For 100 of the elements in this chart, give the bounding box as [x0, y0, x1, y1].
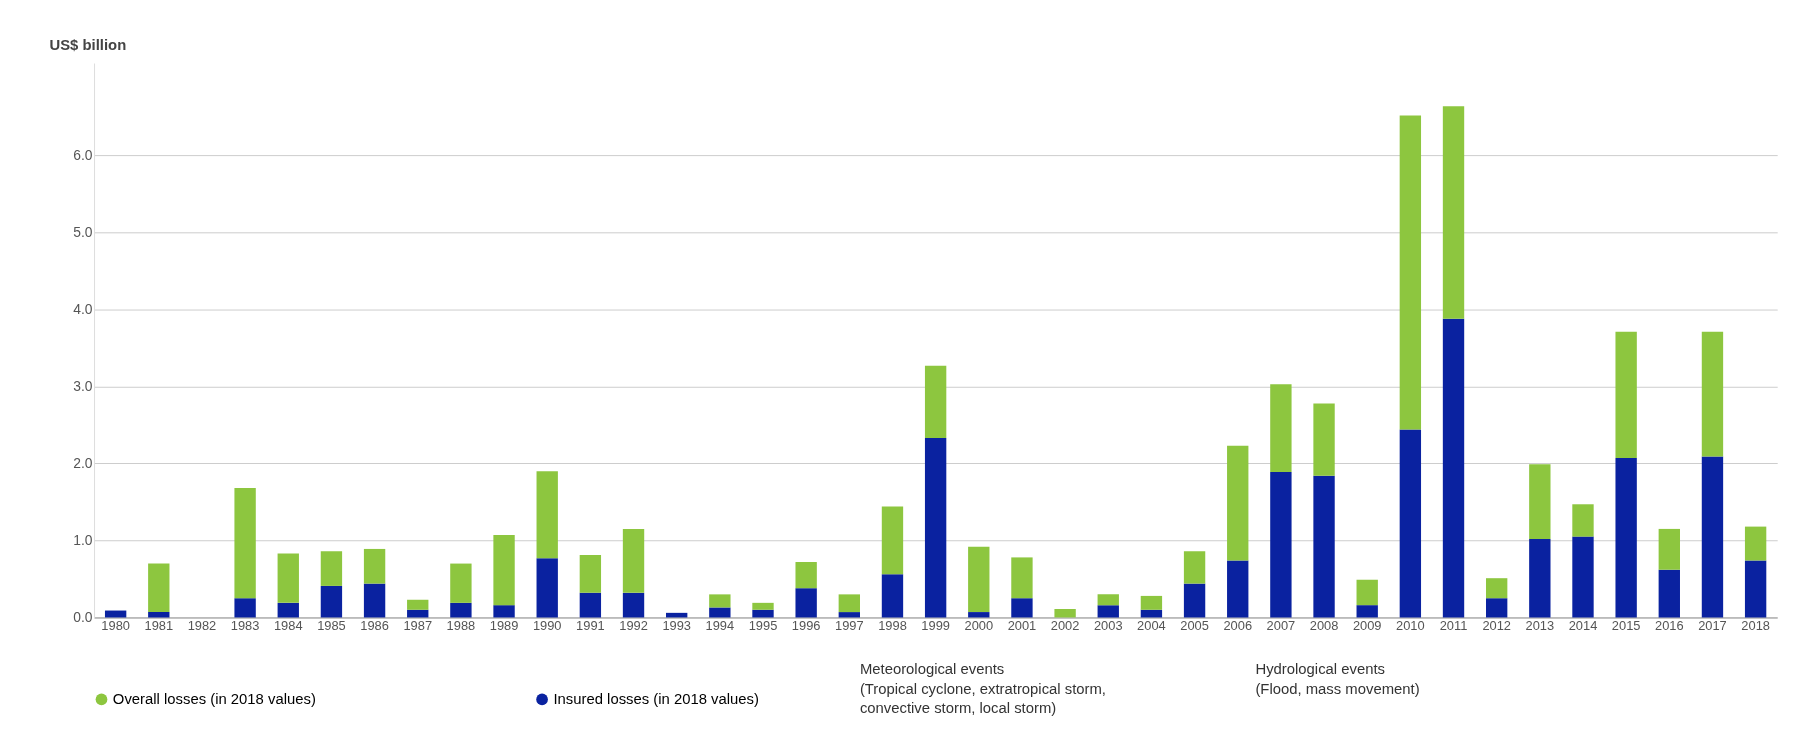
legend-label: Insured losses (in 2018 values) [553, 691, 759, 708]
x-tick-label: 1999 [921, 617, 950, 633]
bar [1356, 605, 1378, 618]
x-tick-label: 1991 [576, 617, 605, 633]
bar [407, 599, 429, 610]
x-tick-label: 1985 [317, 617, 346, 633]
bar [968, 546, 990, 613]
bar [1227, 560, 1249, 618]
bar [320, 551, 343, 586]
bar [493, 605, 515, 618]
bar [1227, 445, 1249, 561]
bar [1054, 609, 1076, 618]
bar [1097, 605, 1119, 618]
x-tick-label: 1992 [619, 617, 648, 633]
bar [1701, 331, 1724, 457]
bar [1701, 456, 1724, 618]
bar [1399, 429, 1422, 618]
bar [752, 609, 774, 618]
bar [1744, 560, 1767, 618]
x-tick-label: 1998 [878, 617, 907, 633]
x-tick-label: 1984 [273, 617, 303, 633]
bar [1097, 594, 1119, 606]
y-tick-label: 6.0 [73, 146, 93, 163]
bar [622, 528, 645, 593]
bar [1356, 579, 1378, 606]
x-tick-label: 1996 [791, 617, 821, 633]
y-tick-label: 5.0 [73, 223, 93, 240]
x-tick-label: 2002 [1050, 617, 1080, 633]
x-tick-label: 2001 [1007, 617, 1037, 633]
bar [1658, 528, 1680, 570]
bar [622, 592, 645, 618]
x-tick-label: 1987 [403, 617, 433, 633]
x-tick-label: 2000 [964, 617, 994, 633]
x-tick-label: 2008 [1309, 617, 1339, 633]
bar [752, 602, 774, 610]
bar [1658, 569, 1680, 618]
y-tick-label: 4.0 [73, 300, 93, 317]
x-tick-label: 2007 [1266, 617, 1296, 633]
bar [881, 506, 904, 575]
bar [1313, 475, 1335, 618]
x-tick-label: 1993 [662, 617, 691, 633]
x-tick-label: 2012 [1482, 617, 1511, 633]
x-tick-label: 1983 [230, 617, 260, 633]
bar [579, 555, 602, 593]
x-tick-label: 2006 [1223, 617, 1253, 633]
bar [536, 471, 558, 559]
x-tick-label: 2013 [1525, 617, 1555, 633]
bar [838, 612, 860, 618]
bar [795, 588, 817, 618]
x-tick-label: 1980 [101, 617, 130, 633]
bar [709, 607, 731, 618]
x-tick-label: 2015 [1611, 617, 1641, 633]
x-tick-label: 1990 [532, 617, 562, 633]
text: Hydrological events (Flood, mass movement) [1255, 660, 1420, 697]
bar [493, 535, 515, 606]
bar [450, 602, 472, 618]
bar [924, 365, 947, 439]
x-tick-label: 2005 [1180, 617, 1209, 633]
bar [1442, 106, 1465, 319]
bar [579, 592, 602, 618]
bar [924, 438, 947, 618]
bar [1529, 538, 1551, 618]
bar [1529, 464, 1551, 539]
bar [277, 602, 299, 618]
x-tick-label: 1986 [360, 617, 389, 633]
bar [1313, 403, 1335, 476]
bar [1270, 471, 1292, 618]
bar [363, 548, 386, 584]
bar [838, 594, 860, 613]
x-tick-label: 1981 [144, 617, 174, 633]
bar [881, 574, 904, 618]
x-tick-label: 2003 [1093, 617, 1123, 633]
x-tick-label: 1989 [489, 617, 519, 633]
bar [234, 598, 256, 618]
x-tick-label: 1995 [748, 617, 778, 633]
bar [795, 562, 817, 589]
bar [1485, 598, 1508, 618]
legend-label: Overall losses (in 2018 values) [112, 691, 316, 708]
text: Meteorological events (Tropical cyclone, extratropical storm, convective storm, local storm) [859, 660, 1106, 717]
bar [1442, 318, 1465, 618]
bar [1615, 331, 1637, 459]
bar [968, 612, 990, 618]
bar [536, 558, 558, 618]
x-tick-label: 2004 [1137, 617, 1166, 633]
bar [1183, 551, 1206, 584]
bar [148, 563, 170, 613]
x-tick-label: 2014 [1568, 617, 1598, 633]
bar [1572, 504, 1594, 537]
y-tick-label: 1.0 [73, 531, 93, 548]
y-axis-title: US$ billion [49, 37, 127, 54]
bar [277, 553, 299, 603]
x-tick-label: 1982 [187, 617, 217, 633]
x-tick-label: 2010 [1396, 617, 1425, 633]
bar [363, 583, 386, 618]
y-tick-label: 2.0 [73, 454, 93, 471]
bar [1615, 458, 1637, 618]
bar [1270, 384, 1292, 472]
x-tick-label: 2016 [1655, 617, 1684, 633]
y-tick-label: 3.0 [73, 377, 93, 394]
bar [1399, 115, 1422, 430]
